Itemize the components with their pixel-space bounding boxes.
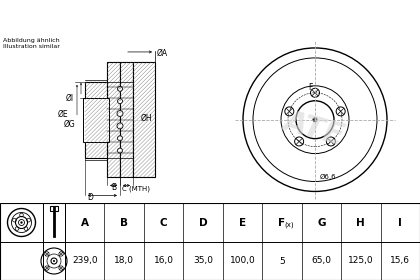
Text: 239,0: 239,0 bbox=[72, 256, 97, 265]
Text: B: B bbox=[120, 218, 128, 227]
Circle shape bbox=[118, 99, 123, 104]
Text: 16,0: 16,0 bbox=[154, 256, 173, 265]
Text: 35,0: 35,0 bbox=[193, 256, 213, 265]
Text: C: C bbox=[160, 218, 168, 227]
Text: H: H bbox=[357, 218, 365, 227]
Circle shape bbox=[118, 148, 123, 153]
Bar bbox=[50, 206, 58, 211]
Text: ATE: ATE bbox=[280, 106, 348, 151]
Circle shape bbox=[53, 260, 55, 262]
Text: ØH: ØH bbox=[141, 114, 152, 123]
Text: ØA: ØA bbox=[157, 48, 168, 57]
Text: Abbildung ähnlich: Abbildung ähnlich bbox=[3, 38, 60, 43]
Text: Ø6,6: Ø6,6 bbox=[320, 174, 336, 181]
Text: ØE: ØE bbox=[58, 110, 68, 119]
Text: 65,0: 65,0 bbox=[311, 256, 331, 265]
Text: F: F bbox=[308, 83, 312, 92]
Text: D: D bbox=[87, 193, 93, 202]
Text: F: F bbox=[278, 218, 286, 227]
Bar bbox=[85, 82, 107, 158]
Text: 18,0: 18,0 bbox=[114, 256, 134, 265]
Circle shape bbox=[313, 118, 317, 122]
Text: A: A bbox=[81, 218, 89, 227]
Bar bbox=[120, 62, 133, 178]
Text: 24.0118-0137.1    418137: 24.0118-0137.1 418137 bbox=[95, 10, 325, 25]
Text: 15,6: 15,6 bbox=[390, 256, 410, 265]
Text: (x): (x) bbox=[284, 221, 294, 228]
Text: 100,0: 100,0 bbox=[230, 256, 255, 265]
Bar bbox=[107, 62, 120, 178]
Text: G: G bbox=[317, 218, 326, 227]
Text: 5: 5 bbox=[279, 256, 285, 265]
Text: ØG: ØG bbox=[64, 120, 76, 129]
Bar bbox=[133, 62, 155, 178]
Text: C (MTH): C (MTH) bbox=[122, 185, 150, 192]
Circle shape bbox=[117, 111, 123, 116]
Text: I: I bbox=[398, 218, 402, 227]
Text: E: E bbox=[239, 218, 246, 227]
Text: D: D bbox=[199, 218, 207, 227]
Bar bbox=[83, 98, 109, 142]
Text: 125,0: 125,0 bbox=[348, 256, 374, 265]
Text: B: B bbox=[111, 183, 116, 192]
Circle shape bbox=[118, 86, 123, 91]
Circle shape bbox=[118, 136, 123, 141]
Circle shape bbox=[20, 221, 23, 224]
Text: ØI: ØI bbox=[66, 94, 74, 103]
Circle shape bbox=[117, 123, 123, 129]
Text: Illustration similar: Illustration similar bbox=[3, 44, 60, 49]
